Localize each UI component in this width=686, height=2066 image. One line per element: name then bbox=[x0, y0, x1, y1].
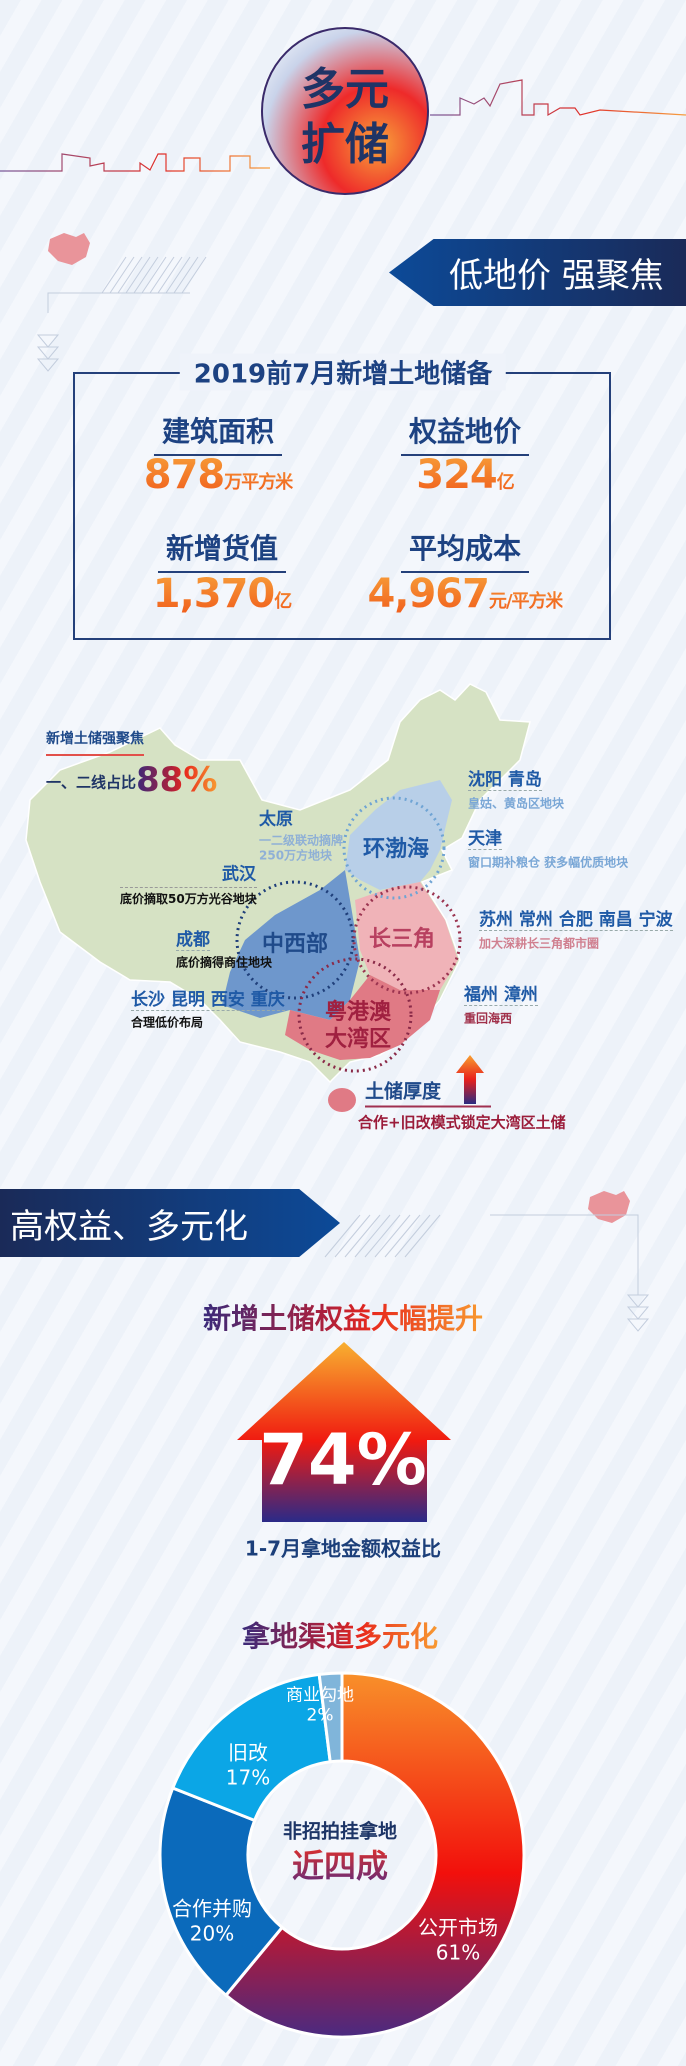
region-label-bohai: 环渤海 bbox=[362, 837, 430, 862]
city-label: 苏州 常州 合肥 南昌 宁波 bbox=[479, 905, 673, 931]
region-label-yangtze: 长三角 bbox=[368, 927, 436, 952]
donut-center-line1: 非招拍挂拿地 bbox=[282, 1820, 398, 1843]
skyline-decoration bbox=[0, 79, 686, 172]
slice-label: 合作并购 20% bbox=[172, 1896, 252, 1946]
section2-banner-text: 高权益、多元化 bbox=[10, 1206, 248, 1247]
central-west-circle bbox=[235, 880, 355, 1000]
equity-ratio-caption: 1-7月拿地金额权益比 bbox=[244, 1536, 442, 1561]
yangtze-circle bbox=[352, 885, 462, 995]
city-label: 太原 bbox=[259, 809, 293, 830]
box-title: 2019前7月新增土地储备 bbox=[179, 353, 507, 391]
city-note: 底价摘得商住地块 bbox=[176, 955, 273, 970]
title-circle bbox=[261, 27, 429, 195]
donut-slice-1 bbox=[158, 1786, 285, 1998]
city-label: 福州 漳州 bbox=[464, 980, 538, 1006]
city-note: 合理低价布局 bbox=[131, 1015, 204, 1030]
donut-center-line2: 近四成 bbox=[292, 1841, 388, 1887]
city-note: 一二级联动摘牌 bbox=[259, 833, 344, 848]
depth-title: 土储厚度 bbox=[365, 1077, 492, 1108]
focus-label: 一、二线占比 bbox=[46, 773, 137, 792]
up-arrow-icon bbox=[456, 1055, 484, 1104]
region-label-gba1: 粤港澳 bbox=[324, 1000, 392, 1025]
city-note: 窗口期补粮仓 获多幅优质地块 bbox=[468, 855, 629, 870]
region-label-central-west: 中西部 bbox=[261, 932, 329, 957]
slice-label: 旧改 17% bbox=[225, 1740, 271, 1790]
up-arrow-icon bbox=[237, 1342, 451, 1522]
donut-title: 拿地渠道多元化 bbox=[242, 1615, 438, 1655]
equity-ratio-value: 74% bbox=[259, 1419, 427, 1501]
equity-headline: 新增土储权益大幅提升 bbox=[203, 1297, 483, 1337]
up-arrow-graphic bbox=[237, 1342, 451, 1522]
title-line2: 扩储 bbox=[301, 119, 389, 170]
donut-slice-3 bbox=[317, 1671, 344, 1764]
city-note: 底价摘取50万方光谷地块 bbox=[120, 887, 257, 907]
slice-label: 商业勾地 2% bbox=[286, 1685, 354, 1726]
city-label: 成都 bbox=[176, 925, 210, 951]
hatch-decoration bbox=[36, 233, 207, 372]
hatch-decoration-2 bbox=[324, 1191, 650, 1332]
greater-bay-circle bbox=[297, 957, 413, 1073]
region-yangtze bbox=[355, 882, 458, 990]
donut-slice-0 bbox=[223, 1671, 526, 2039]
china-map-icon bbox=[48, 233, 90, 265]
metric-label: 平均成本 bbox=[400, 527, 530, 573]
city-note: 加大深耕长三角都市圈 bbox=[479, 936, 600, 951]
slice-label: 公开市场 61% bbox=[418, 1915, 498, 1965]
city-label: 天津 bbox=[468, 824, 502, 850]
city-note: 重回海西 bbox=[464, 1011, 513, 1026]
focus-title: 新增土储强聚焦 bbox=[46, 728, 144, 756]
city-label: 沈阳 青岛 bbox=[468, 765, 542, 791]
metric-label: 权益地价 bbox=[400, 410, 530, 456]
city-label: 武汉 bbox=[222, 864, 256, 885]
region-label-gba2: 大湾区 bbox=[324, 1027, 392, 1052]
focus-value: 88% bbox=[136, 760, 218, 800]
metric-label: 建筑面积 bbox=[153, 410, 283, 456]
title-line1: 多元 bbox=[301, 64, 389, 115]
city-note: 皇姑、黄岛区地块 bbox=[468, 796, 565, 811]
region-greater-bay bbox=[285, 975, 440, 1060]
section1-banner-text: 低地价 强聚焦 bbox=[449, 256, 664, 296]
region-bohai bbox=[345, 780, 452, 890]
section2-banner: 高权益、多元化 bbox=[0, 1189, 340, 1257]
city-note: 250万方地块 bbox=[259, 848, 333, 863]
bohai-circle bbox=[342, 796, 446, 900]
metric-label: 新增货值 bbox=[157, 527, 287, 573]
china-map bbox=[25, 683, 531, 1112]
donut-slice-2 bbox=[170, 1672, 332, 1823]
hainan-island bbox=[328, 1088, 356, 1112]
depth-note: 合作+旧改模式锁定大湾区土储 bbox=[358, 1113, 566, 1132]
city-label: 长沙 昆明 西安 重庆 bbox=[131, 985, 285, 1011]
section1-banner: 低地价 强聚焦 bbox=[389, 239, 686, 306]
